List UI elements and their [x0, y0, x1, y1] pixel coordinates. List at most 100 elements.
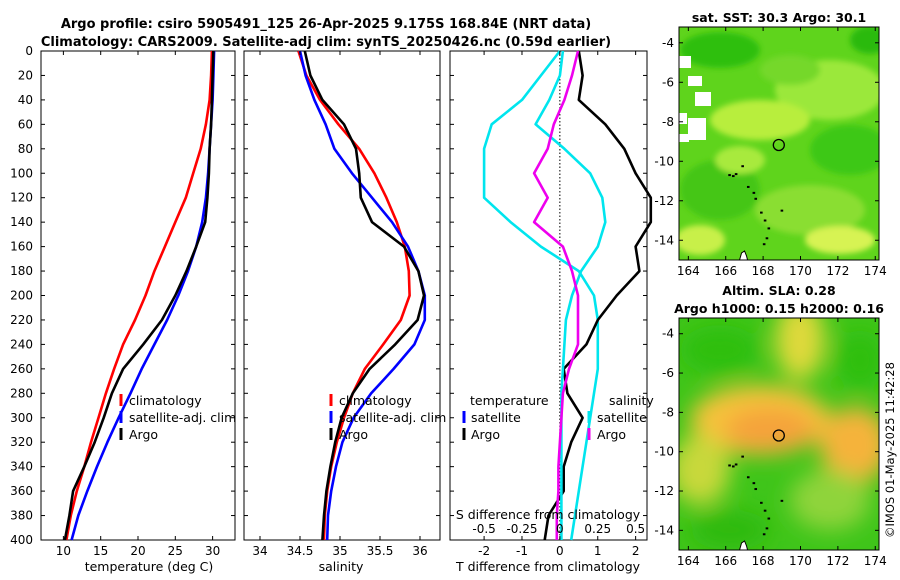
island	[760, 211, 763, 214]
map-x-tick-label: 168	[752, 264, 775, 278]
coastline	[738, 250, 749, 261]
sla-argo-marker	[772, 429, 785, 442]
s-tick-label: 0	[556, 522, 564, 536]
difference-plot-frame	[449, 50, 648, 541]
map-y-tick-label: -8	[662, 405, 674, 419]
series-line-temperature-satellite	[482, 50, 600, 541]
depth-tick-label: 140	[10, 215, 33, 229]
map-x-tick-label: 168	[752, 554, 775, 568]
island	[762, 533, 766, 536]
depth-tick-label: 240	[10, 337, 33, 351]
legend-s-satellite: satellite	[597, 410, 647, 425]
island	[763, 509, 767, 512]
series-line-argo	[63, 50, 215, 541]
island	[734, 463, 738, 466]
s-tick-label: 0.5	[626, 522, 645, 536]
map-x-tick-label: 172	[826, 554, 849, 568]
map-y-tick-label: -4	[662, 327, 674, 341]
x-tick-label: 10	[56, 544, 71, 558]
sst-argo-marker	[772, 138, 785, 152]
x-tick-label: 2	[632, 544, 640, 558]
temperature-legend: climatology satellite-adj. clim Argo	[119, 393, 236, 442]
x-tick-label: 1	[594, 544, 602, 558]
legend-argo: Argo	[129, 427, 158, 442]
island	[754, 488, 758, 491]
sla-map-title-line2: Argo h1000: 0.15 h2000: 0.16	[674, 301, 884, 316]
depth-tick-label: 260	[10, 362, 33, 376]
difference-chart: -2 -1 0 1 2 -0.5 -0.25 0 0.25 0.5	[472, 50, 653, 558]
sst-map-axes: 164 166 168 170 172 174 -4 -6 -8 -10 -12 -14	[654, 27, 887, 278]
depth-tick-label: 400	[10, 533, 33, 547]
sst-map-title: sat. SST: 30.3 Argo: 30.1	[692, 10, 866, 25]
salinity-xlabel: salinity	[319, 559, 364, 574]
map-x-tick-label: 170	[789, 554, 812, 568]
series-line-argo	[303, 50, 426, 541]
island	[741, 455, 744, 458]
depth-tick-label: 80	[18, 142, 33, 156]
depth-tick-label: 100	[10, 166, 33, 180]
sla-map-title-line1: Altim. SLA: 0.28	[722, 283, 835, 298]
island	[734, 173, 738, 176]
map-y-tick-label: -10	[654, 154, 674, 168]
coastline	[738, 540, 749, 551]
t-difference-xlabel: T difference from climatology	[455, 559, 641, 574]
island	[765, 527, 769, 530]
temperature-xlabel: temperature (deg C)	[85, 559, 214, 574]
island	[767, 227, 771, 230]
depth-tick-label: 360	[10, 484, 33, 498]
s-tick-label: 0.25	[584, 522, 611, 536]
series-line-salinity-satellite	[534, 50, 607, 540]
sla-map-axes: 164 166 168 170 172 174 -4 -6 -8 -10 -12 -14	[654, 318, 887, 568]
island	[746, 476, 750, 479]
map-x-tick-label: 172	[826, 264, 849, 278]
island	[728, 464, 731, 467]
island	[754, 197, 758, 200]
island	[780, 209, 784, 212]
depth-tick-label: 0	[25, 44, 33, 58]
sla-map-frame	[678, 317, 880, 551]
island	[763, 219, 767, 222]
sst-map-frame	[678, 26, 880, 261]
x-tick-label: -1	[516, 544, 528, 558]
s-difference-label: S difference from climatology	[456, 507, 641, 522]
difference-legend: temperature satellite Argo salinity sate…	[462, 393, 654, 442]
map-y-tick-label: -8	[662, 115, 674, 129]
island	[752, 482, 756, 485]
s-tick-label: -0.5	[472, 522, 495, 536]
legend-climatology: climatology	[129, 393, 202, 408]
depth-tick-label: 120	[10, 191, 33, 205]
legend-satellite-adj: satellite-adj. clim	[129, 410, 236, 425]
depth-tick-label: 380	[10, 509, 33, 523]
x-tick-label: 15	[93, 544, 108, 558]
map-x-tick-label: 170	[789, 264, 812, 278]
depth-tick-label: 300	[10, 411, 33, 425]
island	[760, 501, 763, 504]
sst-map-islands	[728, 165, 784, 261]
legend-t-argo: Argo	[471, 427, 500, 442]
island	[732, 465, 735, 468]
map-x-tick-label: 174	[864, 264, 887, 278]
map-y-tick-label: -6	[662, 75, 674, 89]
legend-salinity-title: salinity	[609, 393, 654, 408]
island	[728, 174, 731, 177]
depth-tick-label: 280	[10, 386, 33, 400]
island	[762, 243, 766, 246]
imos-timestamp: ©IMOS 01-May-2025 11:42:28	[883, 362, 897, 538]
depth-tick-label: 40	[18, 93, 33, 107]
legend-t-satellite: satellite	[471, 410, 521, 425]
x-tick-label: 34.5	[287, 544, 314, 558]
sst-map-image	[679, 27, 879, 260]
legend-temperature-title: temperature	[470, 393, 549, 408]
s-tick-label: -0.25	[506, 522, 537, 536]
depth-axis: 0 20 40 60 80 100 120 140 160 180 200 220 240 260 280 3…	[10, 44, 647, 547]
map-y-tick-label: -6	[662, 366, 674, 380]
legend-s-argo: Argo	[597, 427, 626, 442]
map-y-tick-label: -12	[654, 194, 674, 208]
depth-tick-label: 160	[10, 240, 33, 254]
map-y-tick-label: -4	[662, 36, 674, 50]
legend-satellite-adj: satellite-adj. clim	[339, 410, 446, 425]
map-y-tick-label: -12	[654, 484, 674, 498]
legend-climatology: climatology	[339, 393, 412, 408]
depth-tick-label: 340	[10, 460, 33, 474]
